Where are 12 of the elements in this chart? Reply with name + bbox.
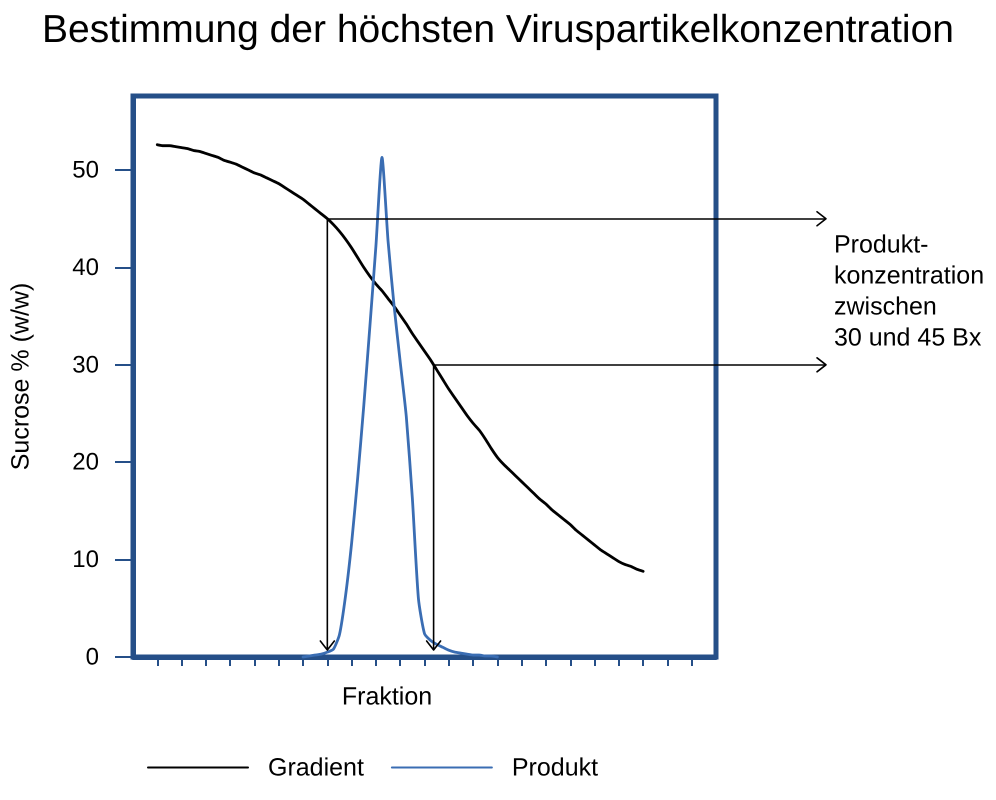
x-axis-title: Fraktion	[342, 682, 432, 710]
y-tick-label: 20	[72, 448, 99, 476]
y-tick-label: 50	[72, 156, 99, 184]
text: Produkt- konzentration zwischen 30 und 45 Bx	[834, 230, 984, 352]
legend-label: Produkt	[512, 754, 598, 782]
y-tick-label: 0	[86, 644, 99, 670]
y-tick-label: 40	[72, 254, 99, 281]
y-axis-title: Sucrose % (w/w)	[6, 282, 34, 470]
chart-title: Bestimmung der höchsten Viruspartikelkonzentration	[42, 8, 954, 51]
y-tick-label: 30	[72, 351, 99, 378]
y-tick-label: 10	[72, 546, 99, 574]
legend-label: Gradient	[268, 754, 364, 782]
